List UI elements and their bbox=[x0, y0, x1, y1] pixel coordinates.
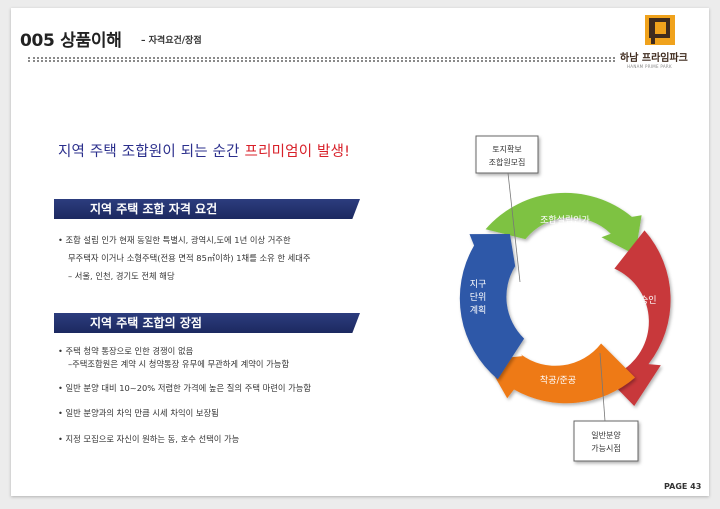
advantage-bullet-4: • 지정 모집으로 자신이 원하는 동, 호수 선택이 가능 bbox=[58, 434, 240, 444]
segment-green bbox=[485, 192, 642, 255]
segment-blue-label-3: 계획 bbox=[470, 304, 487, 316]
cycle-diagram: 조합설립인가 사업승인 착공/준공 지구 단위 계획 토지확보 조합원모집 일반… bbox=[459, 135, 671, 462]
advantage-bullet-1-sub: –주택조합원은 계약 시 청약통장 유무에 무관하게 계약이 가능함 bbox=[68, 359, 290, 369]
requirement-line-2: 무주택자 이거나 소형주택(전용 면적 85㎡이하) 1채를 소유 한 세대주 bbox=[68, 253, 311, 263]
advantage-bullet-2: • 일반 분양 대비 10~20% 저렴한 가격에 높은 질의 주택 마련이 가… bbox=[58, 383, 312, 393]
callout-top-leader bbox=[507, 172, 521, 283]
callout-top-line1: 토지확보 bbox=[492, 144, 521, 154]
segment-green-label: 조합설립인가 bbox=[540, 215, 590, 226]
logo-tagline: HANAM PRIME PARK bbox=[627, 64, 672, 69]
headline: 지역 주택 조합원이 되는 순간 프리미엄이 발생! bbox=[58, 140, 350, 161]
requirement-line-3: – 서울, 인천, 경기도 전체 해당 bbox=[68, 271, 175, 281]
segment-red bbox=[605, 230, 671, 406]
segment-blue bbox=[459, 234, 525, 380]
callout-top-line2: 조합원모집 bbox=[489, 157, 526, 167]
callout-bottom-box bbox=[573, 420, 639, 462]
advantage-bullet-3: • 일반 분양과의 차익 만큼 시세 차익이 보장됨 bbox=[58, 408, 219, 418]
headline-highlight: 프리미엄이 발생! bbox=[244, 144, 351, 160]
callout-bottom-leader bbox=[599, 352, 606, 422]
segment-blue-label-2: 단위 bbox=[470, 292, 487, 303]
section-code-title: 005 상품이해 bbox=[20, 31, 122, 51]
advantage-bullet-1: • 주택 청약 통장으로 인한 경쟁이 없음 bbox=[58, 346, 194, 356]
callout-top-box bbox=[475, 135, 539, 174]
header-divider bbox=[28, 57, 615, 62]
callout-bottom-line1: 일반분양 bbox=[591, 431, 621, 440]
logo-name: 하남 프라임파크 bbox=[620, 53, 688, 64]
section-bar-advantages: 지역 주택 조합의 장점 bbox=[54, 313, 360, 333]
segment-red-label: 사업승인 bbox=[623, 295, 656, 306]
callout-bottom-line2: 가능시점 bbox=[591, 443, 620, 453]
section-bar-requirements: 지역 주택 조합 자격 요건 bbox=[54, 199, 360, 219]
requirement-bullet-1: • 조합 설립 인가 현재 동일한 특별시, 광역시,도에 1년 이상 거주한 bbox=[58, 235, 291, 245]
segment-blue-label-1: 지구 bbox=[470, 279, 487, 290]
headline-part1: 지역 주택 조합원이 되는 순간 bbox=[58, 144, 245, 160]
page-number: PAGE 43 bbox=[664, 482, 702, 491]
section-subtitle: – 자격요건/장점 bbox=[141, 36, 202, 46]
segment-orange bbox=[485, 343, 635, 404]
slide-page bbox=[11, 8, 709, 496]
segment-orange-label: 착공/준공 bbox=[540, 375, 576, 386]
logo-mark-icon bbox=[645, 15, 675, 45]
